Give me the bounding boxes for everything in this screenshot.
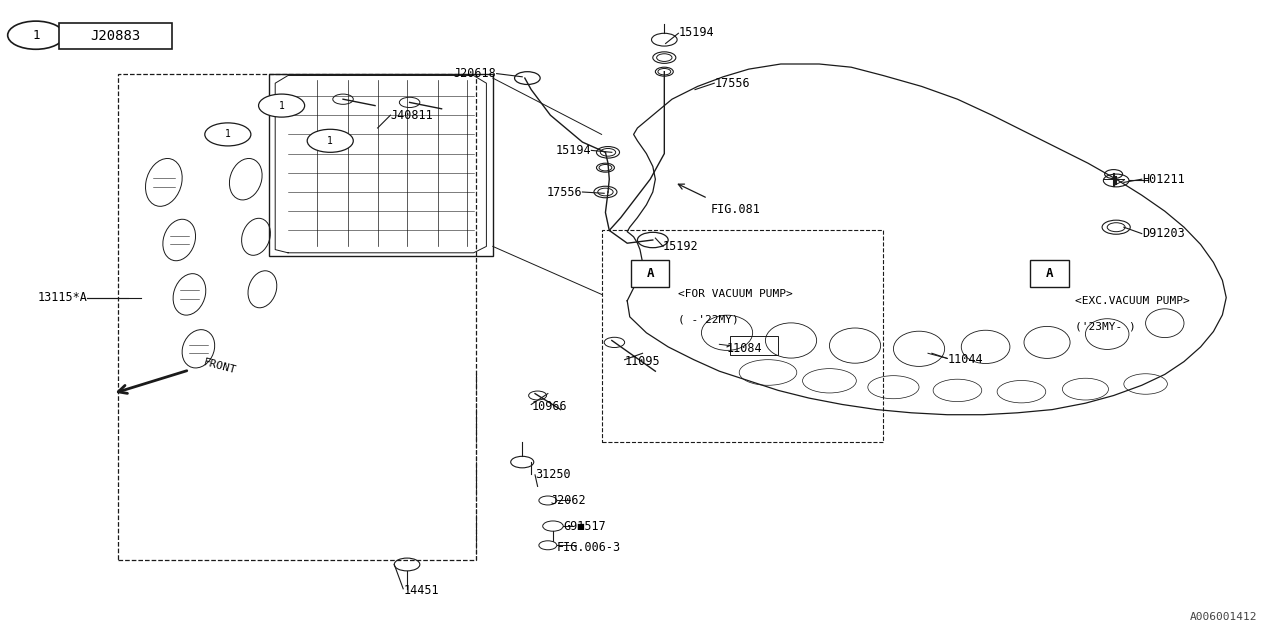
- Text: <FOR VACUUM PUMP>: <FOR VACUUM PUMP>: [678, 289, 794, 300]
- Text: FIG.006-3: FIG.006-3: [557, 541, 621, 554]
- Text: J2062: J2062: [550, 494, 586, 507]
- Text: 1: 1: [328, 136, 333, 146]
- Circle shape: [8, 21, 64, 49]
- Text: FRONT: FRONT: [202, 357, 237, 375]
- Text: D91203: D91203: [1142, 227, 1184, 240]
- Text: 14451: 14451: [403, 584, 439, 596]
- Text: A006001412: A006001412: [1189, 612, 1257, 622]
- Text: FIG.081: FIG.081: [710, 204, 760, 216]
- Text: A: A: [646, 268, 654, 280]
- FancyBboxPatch shape: [1030, 260, 1069, 287]
- Text: 15194: 15194: [556, 144, 591, 157]
- Text: 15192: 15192: [663, 240, 699, 253]
- Text: A: A: [1046, 268, 1053, 280]
- FancyBboxPatch shape: [730, 336, 778, 355]
- Text: 1: 1: [225, 129, 230, 140]
- Text: 11095: 11095: [625, 355, 660, 368]
- Text: 1: 1: [279, 100, 284, 111]
- Text: 11044: 11044: [947, 353, 983, 366]
- FancyBboxPatch shape: [631, 260, 669, 287]
- Text: 17556: 17556: [714, 77, 750, 90]
- Circle shape: [307, 129, 353, 152]
- Text: 31250: 31250: [535, 468, 571, 481]
- Text: G91517: G91517: [563, 520, 605, 532]
- Text: ('23MY- ): ('23MY- ): [1075, 321, 1135, 332]
- Text: <EXC.VACUUM PUMP>: <EXC.VACUUM PUMP>: [1075, 296, 1190, 306]
- Text: ( -'22MY): ( -'22MY): [678, 315, 739, 325]
- Circle shape: [259, 94, 305, 117]
- Text: 11084: 11084: [727, 342, 763, 355]
- Text: J40811: J40811: [390, 109, 433, 122]
- Text: H01211: H01211: [1142, 173, 1184, 186]
- FancyBboxPatch shape: [59, 23, 172, 49]
- Text: J20883: J20883: [90, 29, 141, 43]
- Circle shape: [205, 123, 251, 146]
- Text: 15194: 15194: [678, 26, 714, 38]
- Text: ■: ■: [576, 522, 584, 531]
- Text: 10966: 10966: [531, 400, 567, 413]
- Text: 13115*A: 13115*A: [37, 291, 87, 304]
- Text: 17556: 17556: [547, 186, 582, 198]
- Text: J20618: J20618: [454, 67, 497, 80]
- Text: 1: 1: [32, 29, 40, 42]
